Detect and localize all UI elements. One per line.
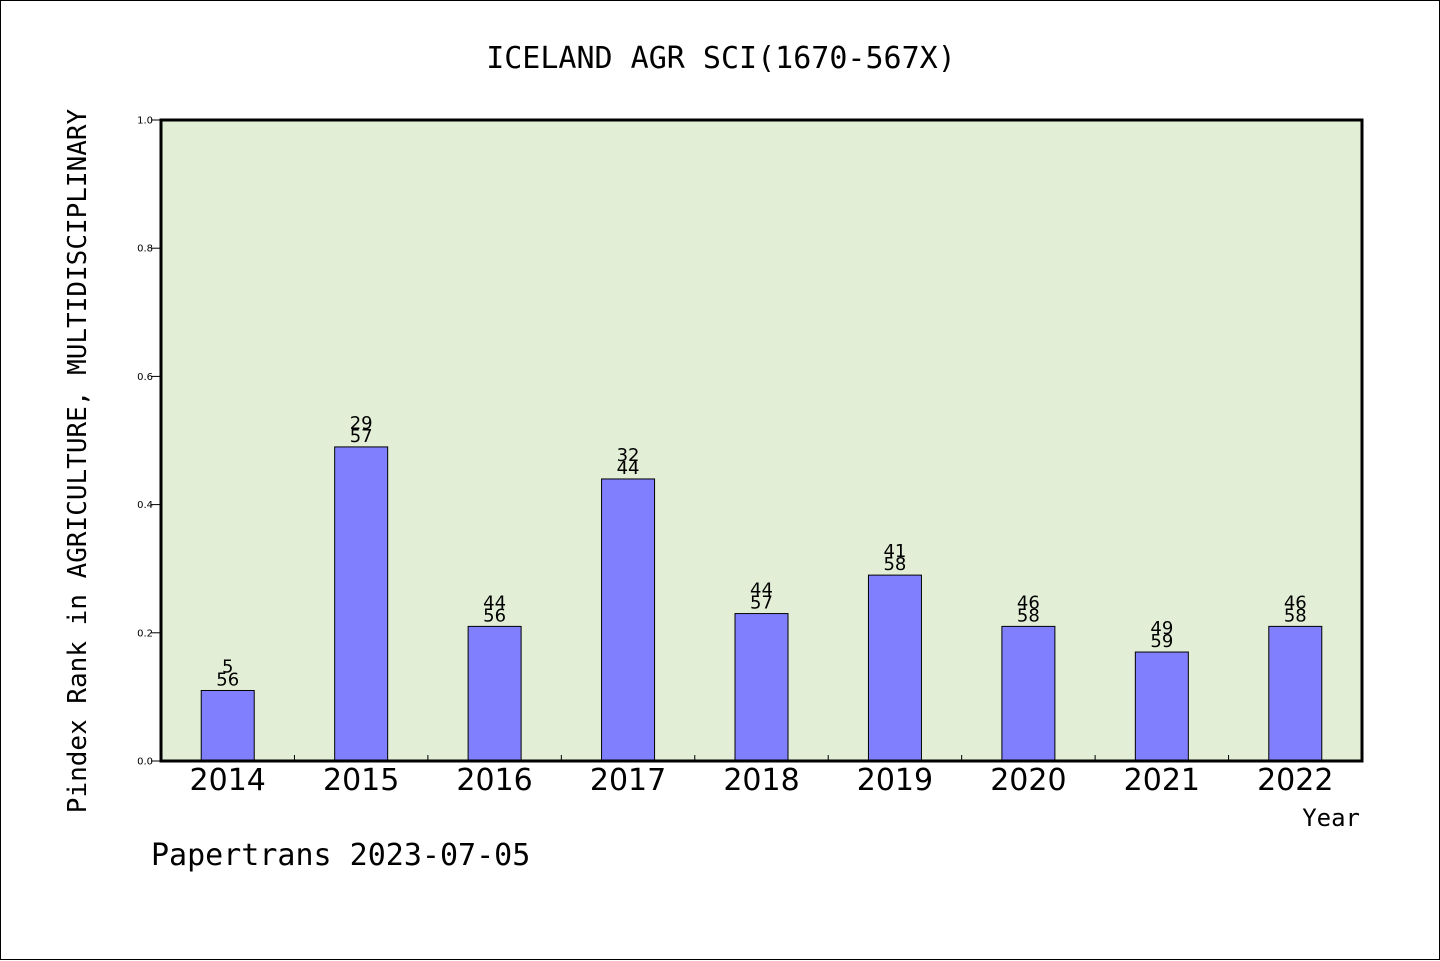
x-tick-label: 2016 [456,763,532,798]
bar-rank-label: 5 [222,656,233,677]
plot-border [159,118,1364,763]
bar-2015 [334,446,389,762]
bar-rank-label: 49 [1150,618,1173,639]
bar-2019 [867,574,922,762]
bar-2014 [200,689,255,762]
bar-2016 [467,625,522,762]
bar-total-label: 57 [750,593,773,614]
bar-2022 [1268,625,1323,762]
bar-total-label: 57 [350,426,373,447]
x-tick-label: 2022 [1257,763,1333,798]
bar-total-label: 56 [216,669,239,690]
x-axis: 2014 2015 2016 2017 2018 2019 2020 2021 2022 [190,755,1333,798]
x-tick-label: 2014 [190,763,266,798]
y-axis: 0.0 0.2 0.4 0.6 0.8 1.0 [137,116,161,768]
bar-2017 [601,478,656,762]
x-tick-label: 2020 [990,763,1066,798]
bar-total-label: 58 [1017,605,1040,626]
y-tick-label: 0.6 [137,372,153,383]
y-tick-label: 0.0 [137,757,153,768]
bar-total-label: 59 [1150,631,1173,652]
bar-rank-label: 46 [1284,592,1307,613]
y-tick-label: 0.4 [137,500,153,511]
bar-2018 [734,613,789,762]
chart-title: ICELAND AGR SCI(1670-567X) [486,41,956,76]
y-axis-label: Pindex Rank in AGRICULTURE, MULTIDISCIPL… [63,108,93,813]
bar-total-label: 58 [1284,605,1307,626]
bar-rank-label: 29 [350,413,373,434]
bar-rank-label: 46 [1017,592,1040,613]
y-tick-label: 1.0 [137,116,153,127]
footer-credit: Papertrans 2023-07-05 [151,838,530,873]
x-tick-label: 2021 [1124,763,1200,798]
x-tick-label: 2019 [857,763,933,798]
x-axis-label: Year [1302,804,1360,832]
bars-group [200,446,1323,762]
x-tick-label: 2015 [323,763,399,798]
bar-total-label: 58 [883,554,906,575]
bar-2021 [1134,651,1189,762]
y-tick-label: 0.2 [137,628,153,639]
bar-total-label: 44 [617,458,640,479]
bar-rank-label: 32 [617,445,640,466]
bar-2020 [1001,625,1056,762]
y-tick-label: 0.8 [137,244,153,255]
bar-rank-label: 44 [750,580,773,601]
x-tick-label: 2017 [590,763,666,798]
x-tick-label: 2018 [723,763,799,798]
bar-total-label: 56 [483,605,506,626]
bar-rank-label: 44 [483,592,506,613]
bar-rank-label: 41 [883,541,906,562]
